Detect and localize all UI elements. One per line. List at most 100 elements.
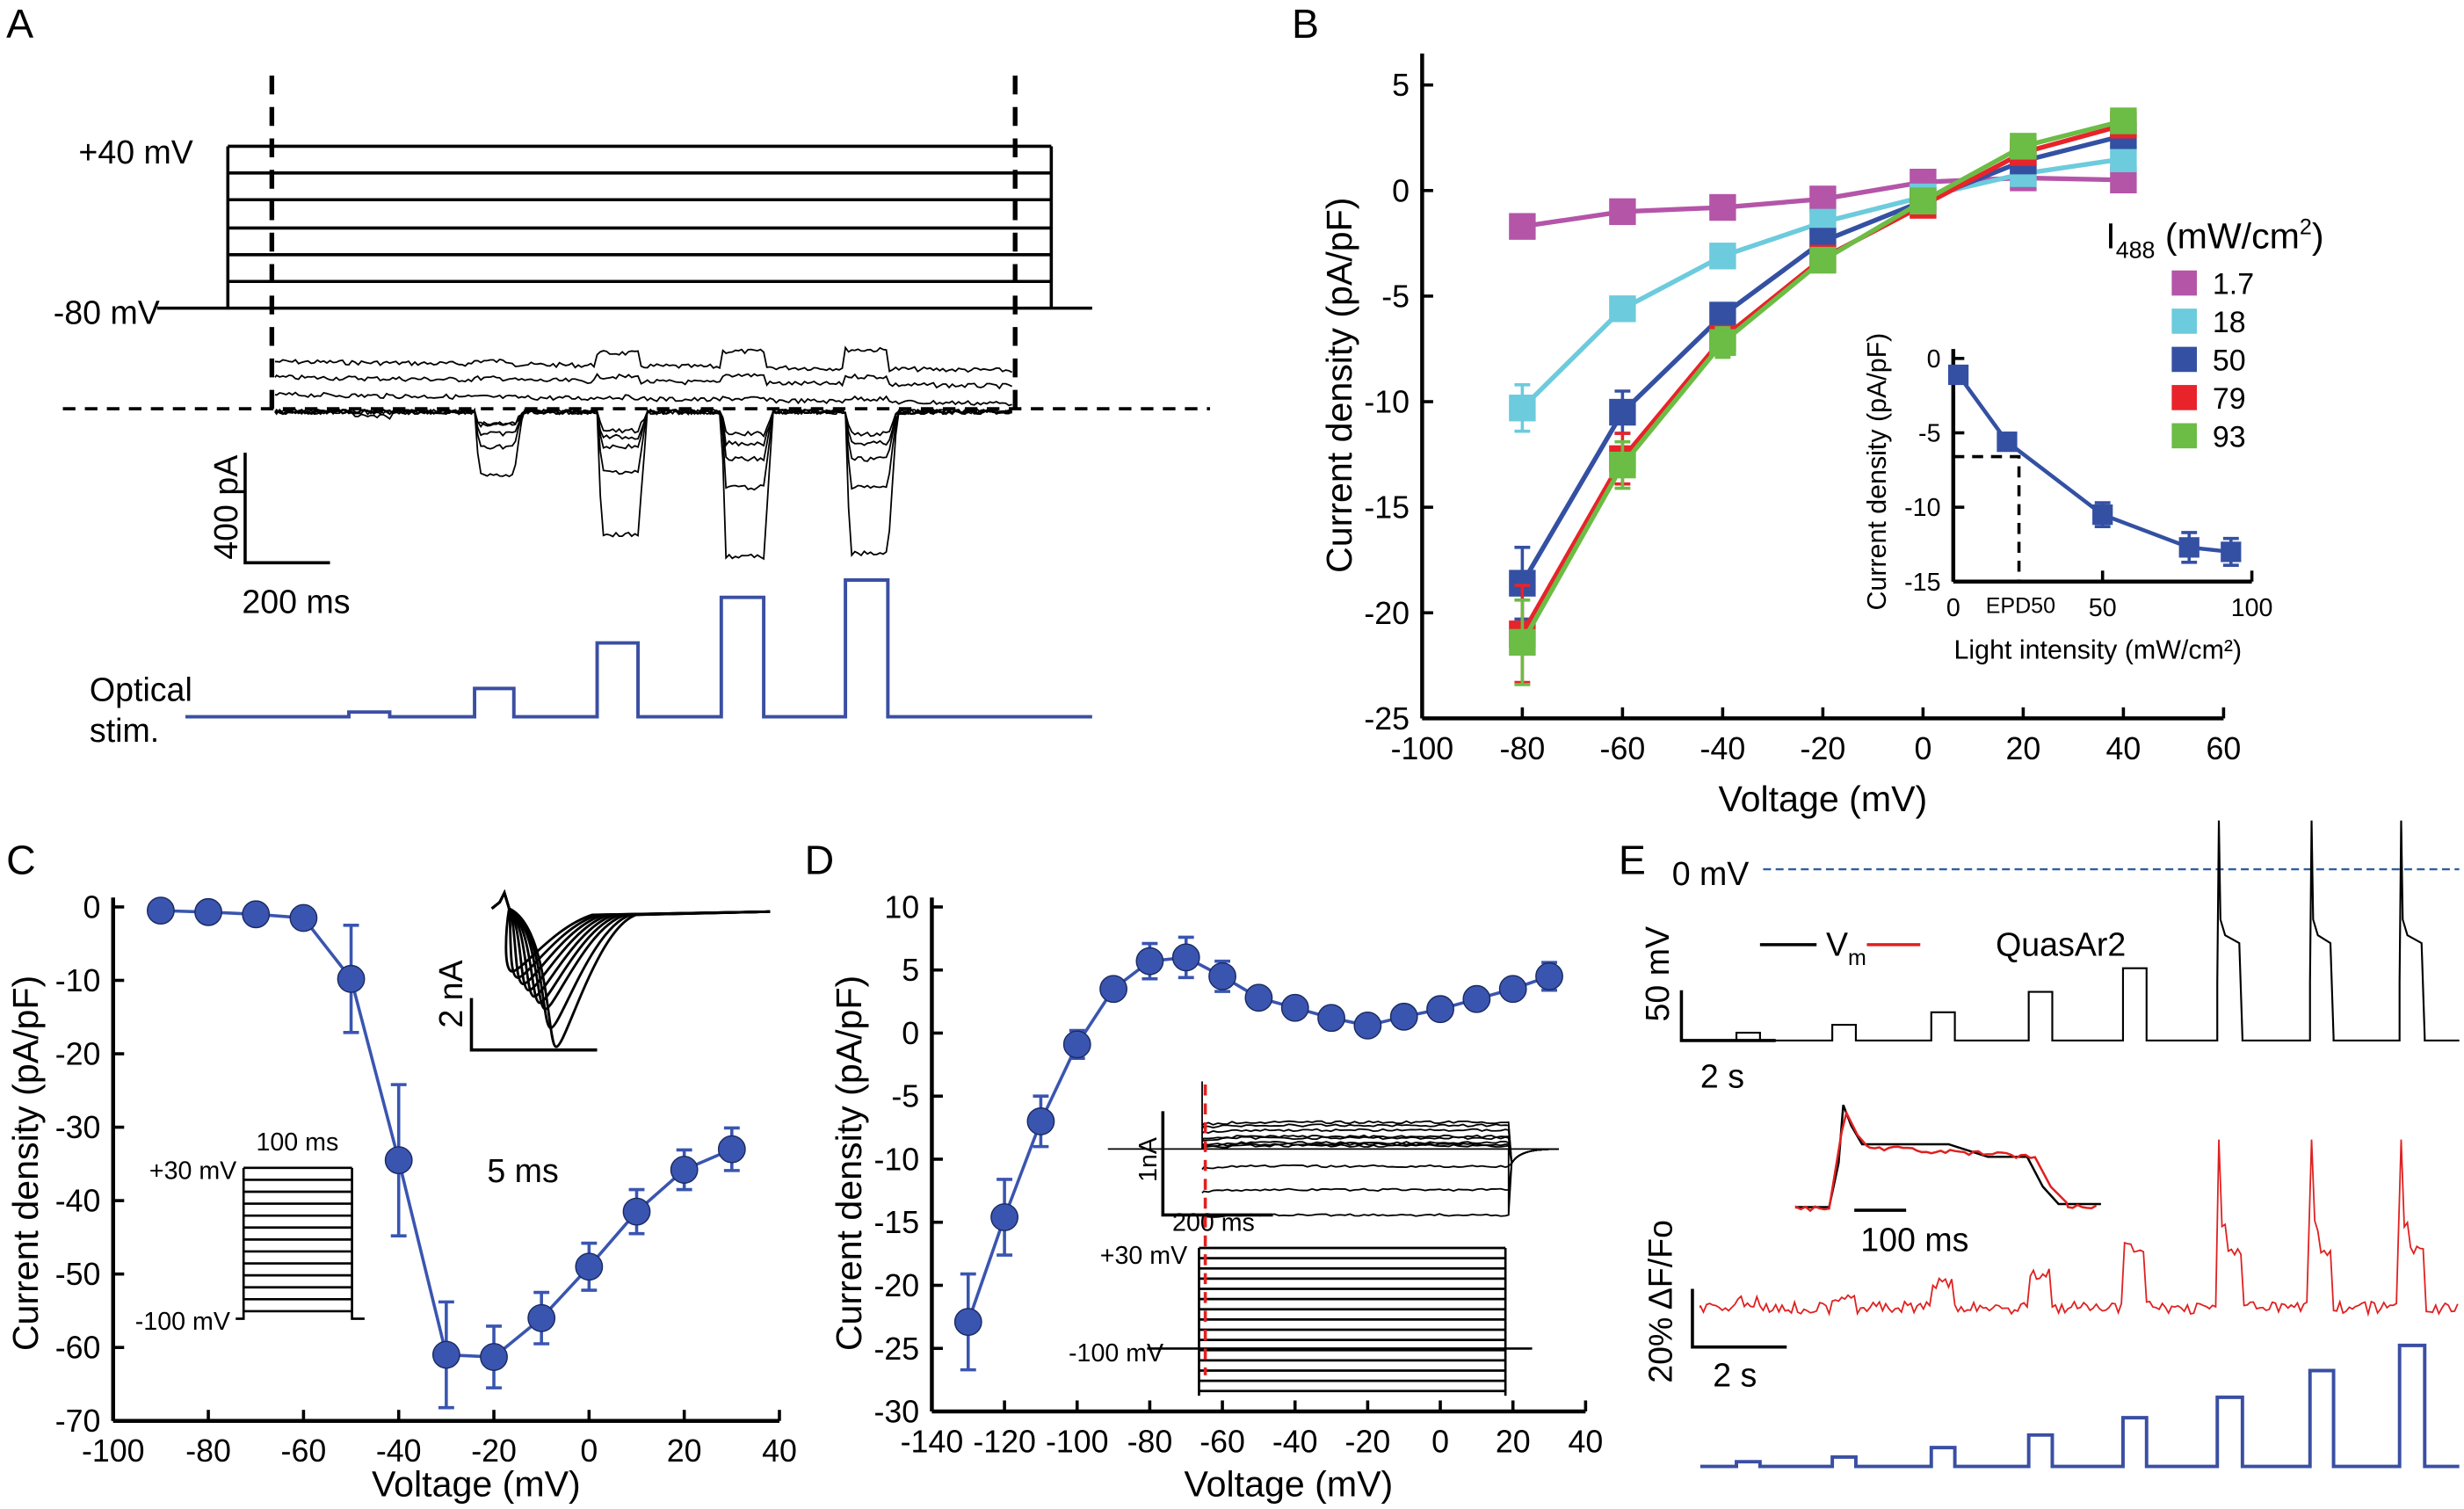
data-point — [289, 903, 318, 932]
scale-bar — [469, 998, 598, 1052]
sodium-current-traces — [490, 889, 771, 1048]
data-point — [2092, 504, 2113, 526]
data-point — [2178, 537, 2199, 558]
voltage-protocol — [236, 1166, 365, 1320]
y-tick-label: -15 — [1364, 490, 1410, 526]
inward-current-trace — [274, 408, 1012, 462]
data-point — [1997, 432, 2018, 453]
x-tick-label: 100 — [2231, 594, 2273, 622]
y-tick-label: -60 — [55, 1331, 101, 1366]
legend-items: 1.7 18 50 79 93 — [2171, 268, 2254, 453]
y-tick-label: -25 — [1364, 701, 1410, 736]
y-tick-label: -20 — [1364, 596, 1410, 631]
x-tick-label: 50 — [2089, 594, 2117, 622]
series-line — [967, 955, 1550, 1323]
y-axis-label: Current density (pA/pF) — [1319, 198, 1359, 573]
data-point — [717, 1135, 746, 1164]
x-tick-label: -140 — [901, 1424, 964, 1459]
series — [146, 896, 746, 1410]
data-point — [146, 896, 175, 925]
inset-scale-x-label: 100 ms — [1860, 1222, 1968, 1259]
inward-current-trace — [274, 408, 1013, 491]
legend-swatch — [2171, 385, 2197, 410]
data-point — [431, 1340, 460, 1369]
scale-bar — [1161, 1111, 1273, 1217]
y-tick-label: 5 — [1392, 68, 1410, 103]
panel-b-chart: -100 -80 -60 -40 -20 0 20 40 60-25-20-15-10-505V… — [1319, 53, 2241, 819]
legend-label: 18 — [2213, 306, 2246, 339]
x-tick-label: 0 — [1914, 731, 1931, 766]
data-point — [1208, 961, 1236, 990]
panel-letter-c: C — [6, 837, 36, 882]
data-point — [1709, 193, 1736, 221]
y-axis-label: Current density (pA/pF) — [1862, 333, 1892, 611]
data-point — [575, 1252, 604, 1281]
data-point — [1135, 947, 1164, 976]
y-axis-label: Current density (pA/pF) — [5, 976, 46, 1351]
protocol-top-label: +30 mV — [1100, 1242, 1187, 1270]
stim-label: Optical — [90, 671, 192, 708]
panel-letter-b: B — [1292, 1, 1319, 47]
legend-swatch — [2171, 308, 2197, 334]
vm-trace — [1699, 820, 2460, 1042]
y-tick-label: -10 — [1364, 385, 1410, 420]
data-point — [1426, 995, 1454, 1024]
current-trace — [1201, 1128, 1559, 1166]
data-point — [622, 1197, 651, 1226]
data-point — [242, 900, 271, 929]
data-point — [1389, 1002, 1418, 1031]
data-point — [953, 1308, 982, 1337]
series — [953, 935, 1563, 1372]
legend-item: 18 — [2171, 306, 2246, 339]
current-trace — [490, 889, 771, 1048]
fl-scale-x-label: 2 s — [1713, 1356, 1757, 1393]
y-tick-label: 0 — [1392, 173, 1410, 208]
legend-label: 50 — [2213, 344, 2246, 377]
panel-a: +40 mV -80 mV 400 pA 200 ms Optical stim… — [54, 75, 1210, 749]
y-tick-label: -10 — [55, 963, 101, 998]
y-tick-label: -15 — [873, 1205, 919, 1240]
y-tick-label: -20 — [873, 1268, 919, 1303]
x-tick-label: -80 — [185, 1433, 231, 1469]
vm-scale-bar — [1679, 990, 1776, 1042]
outward-current-trace — [274, 391, 1012, 407]
voltage-step-protocol — [156, 144, 1092, 310]
x-tick-label: -60 — [1199, 1424, 1245, 1459]
y-tick-label: -25 — [873, 1331, 919, 1367]
x-tick-label: -20 — [471, 1433, 517, 1469]
outward-current-trace — [274, 373, 1013, 390]
x-axis-label: Voltage (mV) — [1185, 1464, 1394, 1505]
x-tick-label: -40 — [376, 1433, 422, 1469]
data-point — [1609, 198, 1636, 226]
current-trace — [1201, 1134, 1559, 1166]
data-point — [1709, 243, 1736, 270]
x-tick-label: -40 — [1272, 1424, 1318, 1459]
voltage-protocol — [1147, 1246, 1533, 1397]
data-point — [1509, 213, 1536, 240]
fl-scale-bar — [1691, 1288, 1787, 1349]
optical-stim-trace — [1699, 1343, 2460, 1469]
current-trace — [490, 889, 771, 1005]
protocol-bottom-label: -100 mV — [1069, 1339, 1163, 1368]
legend-item: 1.7 — [2171, 268, 2254, 301]
data-point — [1099, 975, 1128, 1004]
current-trace — [1201, 1141, 1559, 1166]
scale-y-label: 400 pA — [207, 455, 244, 560]
data-point — [1509, 628, 1536, 657]
scale-x-label: 200 ms — [1172, 1208, 1255, 1237]
panel-b-legend: I488 (mW/cm2) 1.7 18 50 79 93 — [2105, 215, 2323, 454]
scale-y-label: 1nA — [1134, 1136, 1163, 1182]
data-point — [1809, 246, 1837, 274]
current-trace — [1201, 1123, 1559, 1166]
stim-label-2: stim. — [90, 712, 159, 749]
data-point — [990, 1203, 1019, 1231]
data-point — [337, 964, 366, 993]
scale-x-label: 5 ms — [487, 1152, 558, 1189]
x-tick-label: 0 — [1946, 594, 1960, 622]
legend-quasar-label: QuasAr2 — [1996, 925, 2126, 962]
quasar-fluorescence-trace — [1699, 1139, 2459, 1317]
y-tick-label: -5 — [891, 1079, 919, 1114]
protocol-outline — [1198, 1248, 1507, 1397]
data-point — [384, 1146, 413, 1175]
